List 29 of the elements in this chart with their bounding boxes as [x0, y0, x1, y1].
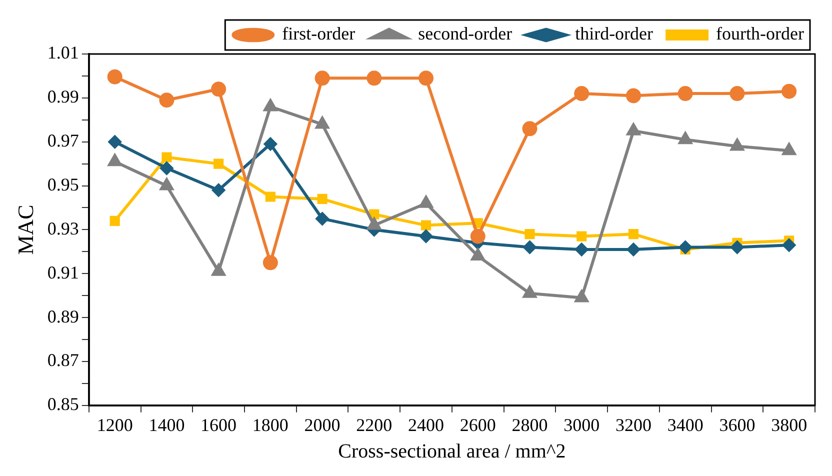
x-tick-label: 3400 — [667, 414, 704, 435]
y-tick-label: 0.99 — [47, 86, 79, 107]
x-tick-label: 3800 — [771, 414, 808, 435]
x-axis-title: Cross-sectional area / mm^2 — [338, 440, 566, 462]
x-tick-label: 2200 — [356, 414, 392, 435]
x-tick-label: 2800 — [512, 414, 548, 435]
legend-label: fourth-order — [716, 24, 804, 44]
x-tick-label: 2400 — [408, 414, 444, 435]
y-tick-label: 0.97 — [47, 130, 79, 151]
x-tick-label: 3200 — [615, 414, 652, 435]
y-tick-label: 0.87 — [47, 350, 79, 370]
x-tick-label: 1800 — [252, 414, 288, 435]
x-tick-label: 2600 — [460, 414, 496, 435]
x-tick-label: 1200 — [96, 414, 133, 435]
y-axis-title: MAC — [12, 204, 38, 255]
legend-label: first-order — [282, 24, 356, 44]
x-tick-label: 1600 — [200, 414, 237, 435]
y-tick-label: 0.95 — [47, 174, 79, 195]
x-tick-label: 3000 — [564, 414, 600, 435]
y-tick-label: 0.91 — [47, 262, 79, 282]
x-tick-label: 1400 — [148, 414, 185, 435]
y-tick-label: 1.01 — [47, 42, 79, 63]
x-tick-label: 2000 — [304, 414, 340, 435]
x-tick-label: 3600 — [719, 414, 756, 435]
legend-label: third-order — [575, 24, 654, 44]
y-tick-label: 0.89 — [47, 306, 79, 326]
y-tick-label: 0.93 — [47, 218, 79, 238]
legend-label: second-order — [418, 24, 512, 44]
y-tick-label: 0.85 — [47, 394, 79, 414]
